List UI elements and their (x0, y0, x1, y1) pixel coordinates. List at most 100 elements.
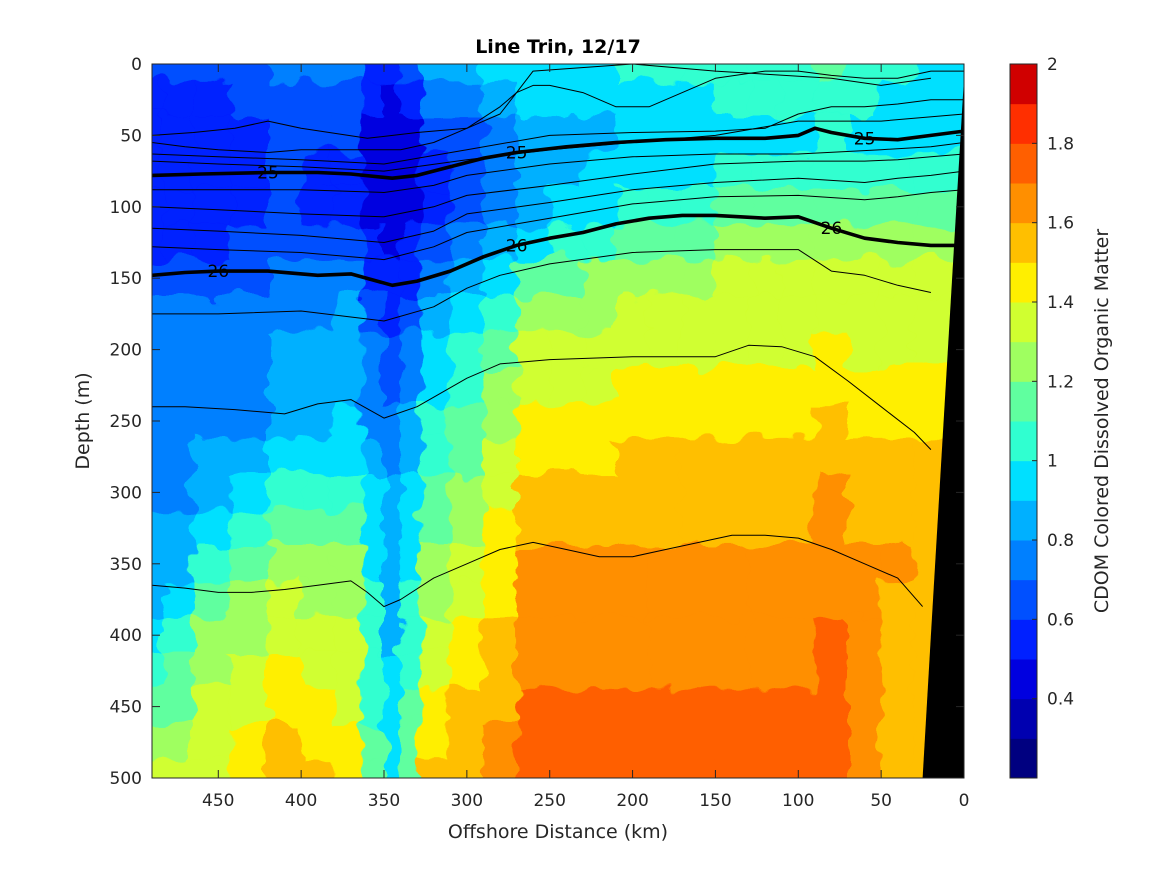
cdom-cell (383, 188, 402, 226)
cdom-cell (880, 723, 915, 761)
cdom-cell (748, 117, 783, 154)
cdom-cell (420, 366, 451, 404)
cdom-cell (549, 723, 584, 761)
cdom-cell (714, 652, 750, 690)
cdom-cell (615, 366, 650, 404)
cdom-cell (847, 152, 882, 190)
cdom-cell (163, 81, 194, 119)
colorbar-title: CDOM Colored Dissolved Organic Matter (1091, 229, 1113, 613)
cdom-cell (300, 688, 335, 725)
cdom-cell (230, 545, 269, 583)
cdom-cell (549, 331, 584, 368)
cdom-cell (681, 616, 716, 654)
cdom-cell (549, 509, 584, 547)
cdom-cell (814, 652, 849, 690)
colorbar-band (1010, 302, 1037, 343)
cdom-cell (420, 545, 451, 583)
cdom-cell (152, 81, 165, 119)
contour-label: 25 (506, 144, 528, 164)
cdom-cell (847, 652, 882, 690)
cdom-cell (300, 581, 335, 618)
cdom-cell (449, 759, 484, 778)
cdom-cell (748, 152, 783, 190)
contour-label: 25 (854, 129, 876, 149)
cdom-cell (230, 616, 269, 654)
cdom-cell (714, 64, 750, 83)
cdom-cell (648, 474, 683, 511)
contour-label: 26 (821, 219, 843, 239)
cdom-cell (781, 366, 816, 404)
cdom-cell (781, 64, 816, 83)
cdom-cell (582, 581, 617, 618)
cdom-cell (781, 438, 816, 476)
cdom-cell (362, 81, 385, 119)
colorbar-tick-label: 0.8 (1047, 531, 1074, 551)
cdom-cell (714, 509, 750, 547)
cdom-cell (648, 64, 683, 83)
cdom-cell (362, 474, 385, 511)
cdom-cell (449, 616, 484, 654)
plot-area: 25 25 25 26 26 26 (151, 63, 965, 779)
cdom-cell (482, 188, 518, 226)
cdom-cell (362, 652, 385, 690)
cdom-cell (847, 581, 882, 618)
cdom-cell (648, 117, 683, 154)
y-tick-label: 350 (110, 555, 142, 575)
y-axis: 0 50 100 150 200 250 300 350 400 450 500 (110, 55, 964, 789)
x-tick-label: 0 (959, 791, 970, 811)
cdom-cell (549, 402, 584, 440)
y-tick-label: 400 (110, 626, 142, 646)
cdom-cell (615, 64, 650, 83)
colorbar-band (1010, 64, 1037, 105)
cdom-cell (880, 64, 915, 83)
cdom-cell (516, 545, 551, 583)
cdom-cell (681, 581, 716, 618)
cdom-cell (847, 331, 882, 368)
cdom-cell (549, 152, 584, 190)
cdom-cell (333, 188, 364, 226)
colorbar-band (1010, 103, 1037, 144)
y-tick-label: 0 (131, 55, 142, 75)
cdom-cell (748, 474, 783, 511)
cdom-cell (230, 652, 269, 690)
cdom-cell (549, 224, 584, 261)
contour-label-text: 25 (506, 144, 528, 164)
cdom-cell (681, 64, 716, 83)
x-tick-label: 400 (285, 791, 317, 811)
cdom-cell (449, 438, 484, 476)
x-tick-label: 450 (202, 791, 234, 811)
cdom-cell (152, 224, 165, 261)
cdom-cell (714, 366, 750, 404)
cdom-cell (383, 652, 402, 690)
cdom-color-field (152, 64, 964, 778)
cdom-cell (383, 402, 402, 440)
cdom-cell (449, 402, 484, 440)
cdom-cell (648, 723, 683, 761)
cdom-cell (648, 545, 683, 583)
cdom-cell (163, 152, 194, 190)
cdom-cell (880, 81, 915, 119)
cdom-cell (163, 259, 194, 297)
cdom-cell (714, 759, 750, 778)
cdom-cell (681, 688, 716, 725)
cdom-cell (814, 688, 849, 725)
cdom-cell (814, 474, 849, 511)
cdom-cell (847, 723, 882, 761)
cdom-cell (615, 331, 650, 368)
cdom-cell (482, 259, 518, 297)
cdom-cell (516, 438, 551, 476)
cdom-cell (482, 509, 518, 547)
cdom-cell (781, 509, 816, 547)
cdom-cell (383, 509, 402, 547)
cdom-cell (300, 616, 335, 654)
cdom-cell (333, 438, 364, 476)
cdom-cell (482, 545, 518, 583)
cdom-cell (714, 616, 750, 654)
cdom-cell (714, 81, 750, 119)
cdom-cell (192, 152, 232, 190)
contour-labels: 25 25 25 26 26 26 (207, 129, 876, 282)
isopycnal-contour (152, 170, 964, 243)
cdom-cell (300, 117, 335, 154)
cdom-cell (615, 224, 650, 261)
cdom-cell (400, 509, 422, 547)
